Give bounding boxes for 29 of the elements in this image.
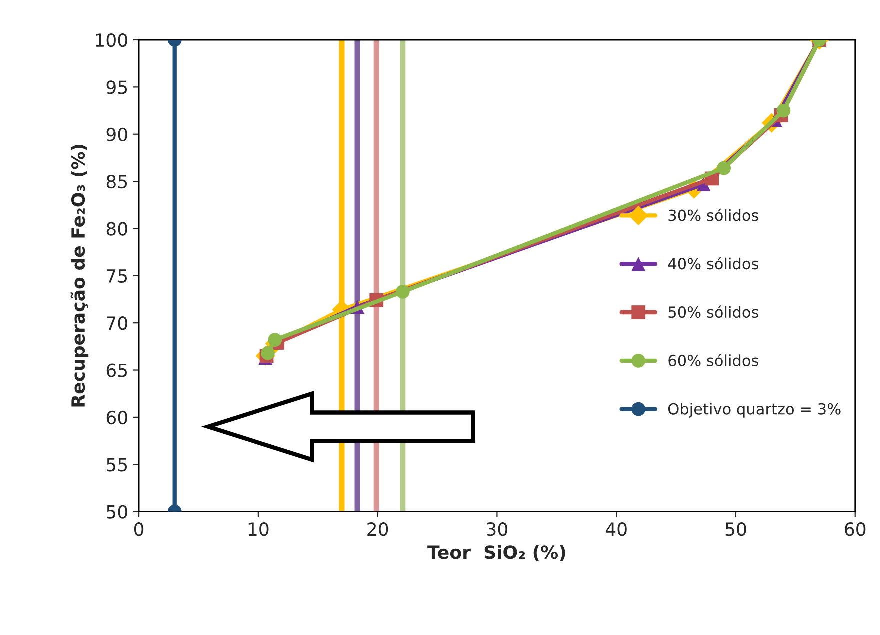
x-tick-label: 40 [606, 522, 627, 536]
legend-label: 30% sólidos [668, 208, 758, 222]
legend-label: 50% sólidos [668, 306, 758, 318]
y-tick-label: 100 [96, 33, 128, 48]
x-tick-label: 50 [726, 522, 746, 536]
y-tick-label: 85 [106, 175, 128, 189]
x-tick-label: 20 [368, 522, 388, 536]
x-tick-label: 60 [845, 522, 866, 536]
y-tick-label: 95 [106, 80, 128, 94]
y-tick-label: 90 [106, 128, 128, 142]
y-tick-label: 60 [106, 410, 128, 425]
point [776, 104, 791, 118]
point [717, 161, 731, 176]
y-axis-title: Recuperação de Fe₂O₃ (%) [70, 145, 89, 407]
y-tick-label: 80 [106, 222, 128, 236]
y-tick-label: 50 [107, 505, 128, 519]
legend-label: 60% sólidos [668, 354, 758, 366]
y-tick-label: 55 [107, 458, 128, 472]
y-tick-label: 70 [107, 316, 128, 330]
x-tick-label: 10 [248, 522, 269, 536]
x-axis-title: Teor SiO₂ (%) [428, 545, 566, 562]
y-tick-label: 75 [107, 270, 128, 284]
point [268, 333, 282, 348]
x-tick-label: 0 [134, 522, 144, 536]
x-tick-label: 30 [487, 522, 508, 536]
y-tick-label: 65 [106, 364, 128, 378]
legend-label: Objetivo quartzo = 3% [668, 403, 841, 418]
point [396, 285, 410, 299]
legend-label: 40% sólidos [668, 257, 758, 270]
